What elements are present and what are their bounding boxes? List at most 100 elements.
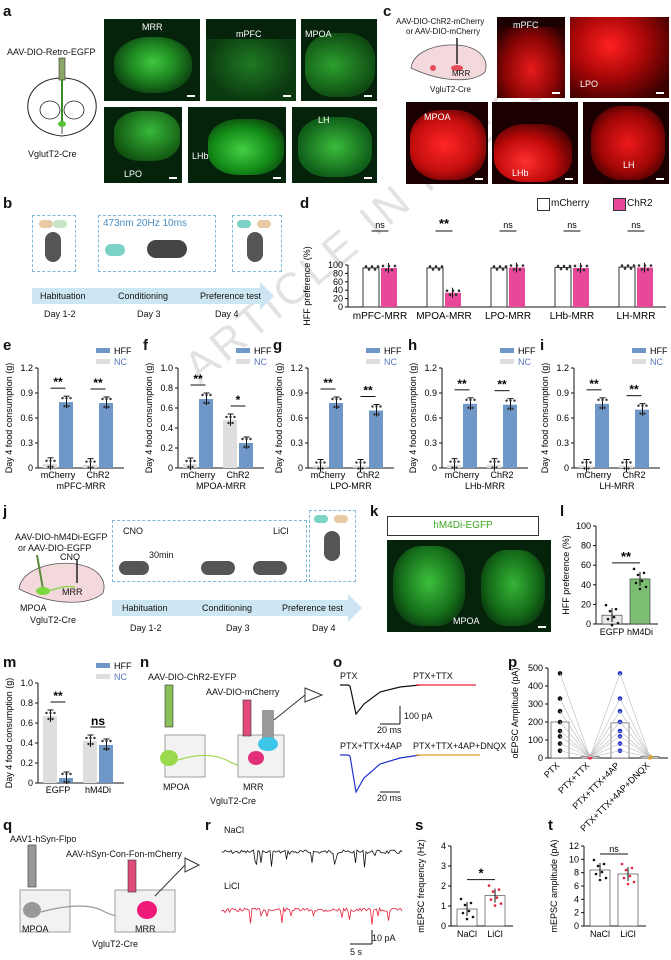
data-point [505,399,508,402]
data-point [321,467,324,470]
bar-mcherry [426,267,444,308]
data-point [509,399,512,402]
data-point [642,571,646,575]
panel-label-b: b [3,195,13,212]
data-point [451,289,455,293]
panel-label-f: f [143,337,148,354]
data-point [469,901,473,905]
bar-chr2 [381,267,397,307]
data-point [431,268,435,271]
data-point [622,876,626,880]
x-tick-label: ChR2 [86,470,109,480]
y-tick-label: 0 [432,463,437,473]
y-tick-label: 0 [538,753,543,763]
y-axis-label: mEPSC frequency (Hz) [416,839,426,933]
mouse-brain-sagittal-schematic [410,38,487,81]
data-point [630,866,634,870]
x-tick-label: mCherry [181,470,216,480]
x-axis-label: MPOA-MRR [196,481,246,491]
x-tick-label: ChR2 [490,470,513,480]
j-test-box [309,510,356,582]
data-point [390,268,394,272]
panel-label-q: q [3,817,13,834]
data-point [339,397,342,401]
paired-line [559,736,651,758]
data-point [649,264,653,267]
data-point [103,747,106,751]
bar-hff [463,403,477,468]
x-tick-label: hM4Di [85,785,111,795]
data-point [643,264,647,267]
data-point [623,267,627,270]
data-point [434,265,438,268]
data-point [227,421,230,425]
data-point [646,268,650,271]
r-nacl-label: NaCl [224,825,245,835]
o-trace4-label: PTX+TTX+4AP+DNQX [413,741,507,751]
data-point [355,461,358,464]
sig-label: ** [363,384,373,398]
data-point [583,467,586,470]
j-virus2: or AAV-DIO-EGFP [18,543,92,553]
legend-hff-swatch [96,348,110,353]
data-point [499,902,503,905]
legend-hff-swatch [500,348,514,353]
micrograph-mrr: MRR [104,19,200,101]
data-point [557,671,563,676]
y-tick-label: 60 [333,277,343,287]
panel-label-j: j [3,503,8,520]
x-tick-label: LHb-MRR [550,311,594,322]
paired-line [559,730,651,758]
y-tick-label: 0.2 [160,443,173,453]
data-point [556,264,560,268]
y-tick-label: 20 [581,599,591,609]
bar-hff [99,745,113,783]
y-tick-label: 6 [574,881,579,891]
bar-chr2 [509,267,525,307]
data-point [637,404,640,407]
y-tick-label: 100 [528,735,543,745]
data-point [629,267,633,270]
a-virus-label: AAV-DIO-Retro-EGFP [7,47,96,57]
sig-label: ns [567,220,577,230]
micrograph-mpoa: MPOA [301,19,377,101]
y-axis-label: HFF preference (%) [302,246,312,326]
n-virus1: AAV-DIO-ChR2-EYFP [148,672,237,682]
b-conditioning-box: 473nm 20Hz 10ms [98,215,216,272]
y-tick-label: 0 [441,921,446,931]
data-point [53,711,56,715]
y-tick-label: 0.8 [160,383,173,393]
sig-label: ns [375,220,385,230]
data-point [103,405,106,409]
data-point [189,459,192,463]
data-point [587,467,590,470]
data-point [637,264,641,267]
data-point [87,466,90,469]
legend-hff-label: HFF [114,346,132,356]
data-point [67,780,70,784]
y-axis-label: Day 4 food consumption (g) [274,363,284,474]
b-habituation-box [32,215,76,272]
y-tick-label: 1.2 [556,363,569,373]
data-point [85,736,88,740]
y-tick-label: 500 [528,663,543,673]
data-point [623,467,626,470]
y-tick-label: 4 [441,841,446,851]
sig-label: ns [609,844,619,854]
n-mouse-label: VgluT2-Cre [210,796,257,806]
micrograph-lh: LH [292,107,377,183]
data-point [245,437,248,441]
b-phase-test: Preference test [200,291,262,301]
legend-chr2-label: ChR2 [627,198,653,209]
r-licl-label: LiCl [224,881,240,891]
y-tick-label: 200 [528,717,543,727]
sig-label: ** [439,216,450,231]
data-point [492,265,496,268]
c-target-label: MRR [452,69,471,78]
bar-chr2 [573,267,589,307]
data-point [632,880,636,884]
j-mrr-label: MRR [62,587,83,597]
y-tick-label: 0.6 [160,403,173,413]
x-axis-label: LHb-MRR [465,481,506,491]
